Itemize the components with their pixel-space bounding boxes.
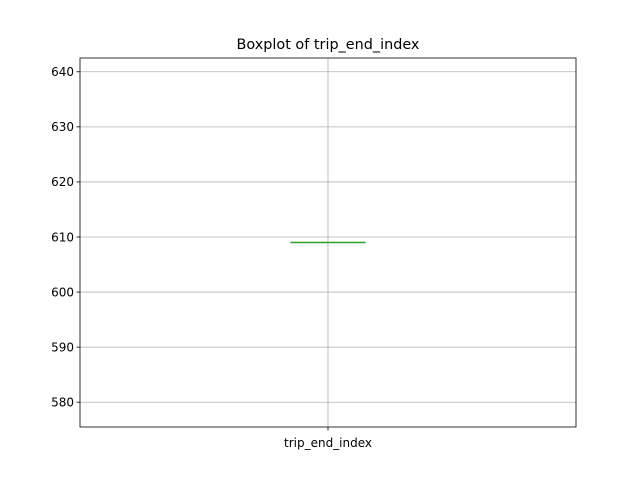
- x-tick-label: trip_end_index: [284, 436, 372, 450]
- y-tick-label: 580: [51, 396, 74, 410]
- y-tick-label: 610: [51, 230, 74, 244]
- axis-layer: 580 590 600 610 620 630 640 trip_end_index: [51, 65, 372, 450]
- grid-layer: [80, 58, 576, 427]
- chart-title: Boxplot of trip_end_index: [237, 37, 420, 53]
- y-tick-label: 600: [51, 285, 74, 299]
- y-tick-label: 630: [51, 120, 74, 134]
- y-tick-label: 640: [51, 65, 74, 79]
- y-tick-label: 590: [51, 340, 74, 354]
- y-tick-label: 620: [51, 175, 74, 189]
